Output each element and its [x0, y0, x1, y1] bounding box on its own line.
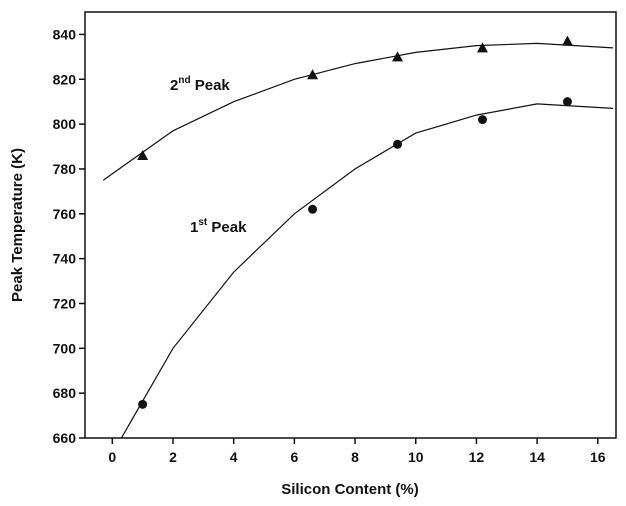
y-tick-label: 820	[53, 71, 77, 87]
y-tick-label: 800	[53, 116, 77, 132]
y-tick-label: 760	[53, 206, 77, 222]
fit-curve	[102, 42, 614, 181]
data-point	[392, 51, 404, 62]
y-tick-label: 700	[53, 340, 77, 356]
plot-frame	[84, 11, 617, 439]
x-tick-label: 14	[529, 449, 545, 465]
y-tick-label: 720	[53, 295, 77, 311]
data-point	[307, 69, 319, 80]
y-tick-label: 660	[53, 430, 77, 446]
x-tick-label: 2	[169, 449, 177, 465]
x-tick-label: 4	[230, 449, 238, 465]
y-tick-label: 680	[53, 385, 77, 401]
data-point	[138, 399, 148, 409]
y-tick-label: 740	[53, 251, 77, 267]
x-tick-label: 10	[408, 449, 424, 465]
x-tick-label: 12	[469, 449, 485, 465]
data-point	[137, 149, 149, 160]
data-point	[393, 139, 403, 149]
y-axis-label: Peak Temperature (K)	[9, 148, 26, 302]
x-tick-label: 16	[590, 449, 606, 465]
data-point	[562, 97, 572, 107]
series-label: 1st Peak	[190, 217, 247, 236]
data-point	[476, 42, 488, 53]
x-tick-label: 8	[351, 449, 359, 465]
x-tick-label: 6	[290, 449, 298, 465]
data-point	[308, 204, 318, 214]
series-label: 2nd Peak	[170, 75, 230, 94]
fit-curve	[120, 103, 614, 438]
x-tick-label: 0	[108, 449, 116, 465]
y-tick-label: 840	[53, 26, 77, 42]
x-axis-label: Silicon Content (%)	[281, 481, 419, 498]
data-point	[477, 115, 487, 125]
data-point	[561, 35, 573, 46]
y-tick-label: 780	[53, 161, 77, 177]
